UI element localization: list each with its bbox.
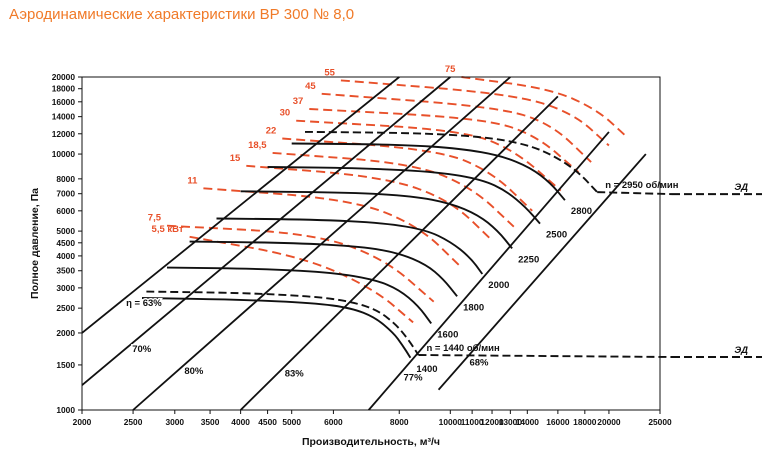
power-label: 22 [266, 126, 277, 137]
motor-label: ЭД [734, 182, 748, 193]
x-tick-label: 5000 [282, 417, 301, 427]
efficiency-label: 68% [469, 357, 489, 368]
x-tick-label: 4000 [231, 417, 250, 427]
speed-curve-2250 [240, 190, 513, 249]
speed-curve-2000 [216, 217, 484, 275]
x-tick-label: 14000 [516, 417, 540, 427]
speed-curve-2800 [291, 142, 566, 201]
x-tick-label: 25000 [648, 417, 672, 427]
efficiency-line [81, 76, 451, 386]
y-tick-label: 12000 [52, 129, 76, 139]
efficiency-label: 83% [285, 368, 305, 379]
x-tick-label: 18000 [573, 417, 597, 427]
y-tick-label: 10000 [52, 149, 76, 159]
power-label: 75 [445, 64, 456, 75]
speed-curve-1800 [189, 240, 458, 297]
power-label: 11 [187, 175, 198, 186]
power-line-30 [296, 119, 562, 192]
speed-label: 1400 [416, 364, 437, 375]
y-tick-label: 3000 [56, 283, 75, 293]
y-tick-label: 7000 [56, 189, 75, 199]
y-tick-label: 20000 [52, 72, 76, 82]
power-label: 5,5 кВт [152, 224, 184, 235]
motor-rpm-curve [304, 130, 598, 193]
x-tick-label: 8000 [390, 417, 409, 427]
power-line-75 [461, 76, 627, 137]
y-tick-label: 16000 [52, 97, 76, 107]
y-tick-label: 2000 [56, 328, 75, 338]
speed-curve-1600 [166, 266, 432, 324]
speed-label: 1600 [437, 329, 458, 340]
efficiency-line [368, 131, 610, 411]
speed-label: 1800 [463, 302, 484, 313]
efficiency-label: 80% [184, 366, 204, 377]
y-axis-title: Полное давление, Па [29, 188, 41, 299]
efficiency-label: η = 63% [126, 298, 162, 309]
page-title: Аэродинамические характеристики ВР 300 №… [9, 6, 355, 23]
x-tick-label: 2500 [124, 417, 143, 427]
motor-rpm-leader [418, 354, 673, 358]
motor-rpm-label: n = 2950 об/мин [605, 180, 679, 191]
motor-label: ЭД [734, 345, 748, 356]
x-tick-label: 6000 [324, 417, 343, 427]
x-tick-label: 3000 [165, 417, 184, 427]
x-tick-label: 3500 [201, 417, 220, 427]
y-tick-label: 3500 [56, 266, 75, 276]
speed-curve-1400 [141, 297, 412, 359]
power-label: 55 [324, 67, 335, 78]
x-tick-label: 13000 [499, 417, 523, 427]
power-line-11 [203, 187, 463, 269]
y-tick-label: 2500 [56, 303, 75, 313]
efficiency-label: 70% [132, 344, 152, 355]
y-tick-label: 5000 [56, 226, 75, 236]
x-tick-label: 12000 [480, 417, 504, 427]
x-tick-label: 10000 [439, 417, 463, 427]
power-line-18,5 [272, 151, 515, 228]
y-tick-label: 4000 [56, 251, 75, 261]
power-line-15 [246, 164, 493, 242]
power-line-22 [282, 137, 533, 212]
y-tick-label: 4500 [56, 238, 75, 248]
y-tick-label: 6000 [56, 206, 75, 216]
x-tick-label: 4500 [258, 417, 277, 427]
speed-label: 2500 [546, 230, 567, 241]
x-axis-title: Производительность, м³/ч [302, 436, 440, 448]
power-label: 30 [280, 108, 291, 119]
efficiency-line [81, 76, 400, 334]
y-tick-label: 18000 [52, 84, 76, 94]
power-line-55 [340, 79, 610, 147]
speed-label: 2800 [571, 206, 592, 217]
power-label: 18,5 [248, 140, 267, 151]
power-label: 15 [230, 153, 241, 164]
x-tick-label: 2000 [73, 417, 92, 427]
x-tick-label: 11000 [461, 417, 484, 427]
y-tick-label: 14000 [52, 112, 76, 122]
power-label: 37 [293, 96, 304, 107]
power-label: 45 [305, 81, 316, 92]
power-line-37 [309, 108, 580, 173]
speed-label: 2000 [488, 280, 509, 291]
y-tick-label: 1500 [56, 360, 75, 370]
motor-rpm-label: n = 1440 об/мин [426, 343, 500, 354]
x-tick-label: 16000 [546, 417, 570, 427]
x-tick-label: 20000 [597, 417, 621, 427]
motor-rpm-curve [146, 290, 420, 356]
efficiency-label: 77% [404, 373, 424, 384]
motor-rpm-leader [597, 191, 673, 196]
y-tick-label: 8000 [56, 174, 75, 184]
y-tick-label: 1000 [56, 405, 75, 415]
speed-label: 2250 [518, 254, 539, 265]
power-label: 7,5 [148, 213, 162, 224]
power-line-7,5 [166, 224, 435, 303]
plot-frame [81, 76, 661, 411]
speed-curve-2500 [267, 166, 541, 225]
